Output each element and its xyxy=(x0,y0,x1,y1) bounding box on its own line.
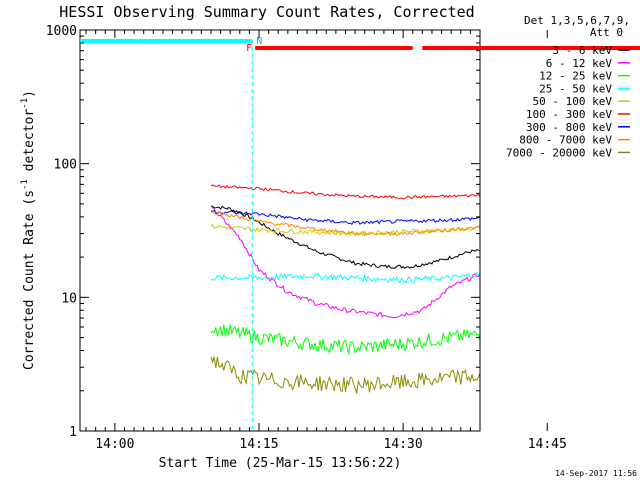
plot-frame xyxy=(79,29,481,432)
series-line xyxy=(210,184,481,200)
series-line xyxy=(210,324,481,354)
series-line xyxy=(210,223,481,237)
y-tick-label: 1000 xyxy=(46,24,77,39)
series-line xyxy=(210,356,481,394)
y-tick-label: 1 xyxy=(69,425,77,440)
x-tick-label: 14:00 xyxy=(95,437,134,452)
x-tick-label: 14:45 xyxy=(528,437,567,452)
x-tick-label: 14:15 xyxy=(239,437,278,452)
legend-entry-label: 300 - 800 keV xyxy=(526,121,612,134)
x-tick-label: 14:30 xyxy=(384,437,423,452)
series-line xyxy=(210,271,481,284)
legend-entry-label: 6 - 12 keV xyxy=(546,57,613,70)
legend-entry-label: 3 - 6 keV xyxy=(552,44,612,57)
legend-header-1: Det 1,3,5,6,7,9, xyxy=(524,14,630,27)
legend-entry-label: 100 - 300 keV xyxy=(526,108,612,121)
x-axis-label: Start Time (25-Mar-15 13:56:22) xyxy=(159,456,402,471)
footer-timestamp: 14-Sep-2017 11:56 xyxy=(555,469,637,478)
plot-lines xyxy=(210,184,481,394)
legend-entry-label: 7000 - 20000 keV xyxy=(506,146,612,159)
chart-title: HESSI Observing Summary Count Rates, Cor… xyxy=(59,3,474,21)
legend-entry-label: 50 - 100 keV xyxy=(533,95,613,108)
legend-entry-label: 12 - 25 keV xyxy=(539,70,612,83)
flare-flag-label: F xyxy=(246,43,252,54)
series-line xyxy=(210,205,481,319)
y-tick-label: 10 xyxy=(61,291,77,306)
series-line xyxy=(210,209,481,225)
series-line xyxy=(211,205,481,269)
saa-flag-label: N xyxy=(256,36,262,47)
status-bars: FN xyxy=(80,36,640,431)
y-tick-label: 100 xyxy=(54,158,77,173)
axis-ticks: 14:0014:1514:3014:4515:0015:1515:3011010… xyxy=(46,24,567,452)
legend-entry-label: 800 - 7000 keV xyxy=(519,134,612,147)
series-line xyxy=(210,210,481,237)
legend-entry-label: 25 - 50 keV xyxy=(539,82,612,95)
y-axis-label: Corrected Count Rate (s-1 detector-1) xyxy=(20,90,37,370)
legend-header-2: Att 0 xyxy=(590,26,623,39)
